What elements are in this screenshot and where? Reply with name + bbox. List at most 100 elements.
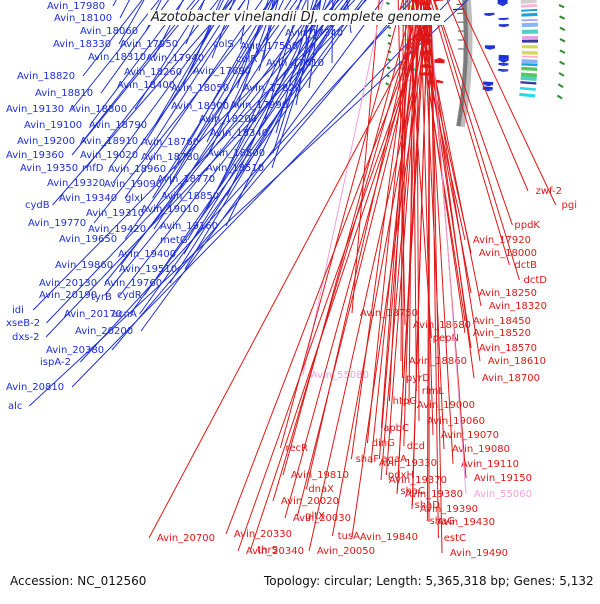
forward-gene-label: Avin_19770 — [28, 218, 86, 229]
forward-gene-label: rnfD — [82, 163, 104, 174]
forward-gene — [485, 45, 495, 48]
forward-gene-label: Avin_18800 — [69, 104, 127, 115]
reverse-gene-label: Avin_18520 — [473, 328, 531, 339]
reverse-gene-label: Avin_19380 — [405, 489, 463, 500]
reverse-gene-label: dctB — [514, 260, 537, 271]
reverse-gene-label: tusA — [338, 531, 360, 542]
map-title: Azotobacter vinelandii DJ, complete geno… — [148, 10, 444, 25]
cog-feature-block — [522, 56, 538, 58]
forward-gene-arrow — [498, 59, 510, 62]
cog-feature-block — [521, 13, 537, 17]
reverse-gene-label: Avin_18000 — [479, 248, 537, 259]
forward-gene-label: Avin_20380 — [46, 345, 104, 356]
forward-gene-label: Avin_19760 — [104, 278, 162, 289]
forward-gene — [499, 55, 509, 60]
gc-content-tick — [558, 84, 563, 87]
reverse-gene-label: Avin_18700 — [482, 373, 540, 384]
forward-gene-label: Avin_19310 — [86, 208, 144, 219]
forward-gene-label: Avin_19400 — [118, 249, 176, 260]
gc-skew-tick — [386, 3, 389, 4]
cog-feature-block — [522, 30, 538, 34]
forward-gene-label: metG — [160, 235, 188, 246]
reverse-gene-label: Avin_18250 — [479, 288, 537, 299]
forward-gene-label: alc — [8, 401, 22, 412]
reverse-gene-label: Avin_19490 — [450, 548, 508, 559]
cog-feature-block — [522, 19, 538, 21]
cog-feature-block — [522, 45, 538, 48]
forward-gene-label: Avin_18100 — [54, 13, 112, 24]
gc-content-tick — [560, 50, 565, 53]
cog-feature-block — [521, 4, 537, 8]
gc-content-tick — [560, 39, 565, 42]
reverse-gene-label: Avin_20030 — [293, 513, 351, 524]
forward-gene-label: Avin_19650 — [59, 234, 117, 245]
forward-gene-label: Avin_18330 — [53, 39, 111, 50]
forward-gene-label: Avin_19130 — [6, 104, 64, 115]
forward-gene-label: tyrB — [91, 292, 112, 303]
forward-gene-label: idi — [12, 305, 24, 316]
cog-feature-block — [522, 59, 538, 64]
forward-gene-label: Avin_19020 — [80, 150, 138, 161]
reverse-gene-label: Avin_19060 — [427, 416, 485, 427]
reverse-gene — [434, 60, 444, 64]
gc-content-tick — [559, 5, 564, 7]
reverse-gene-label: dnaX — [308, 484, 334, 495]
reverse-gene-label: shaF — [356, 454, 380, 465]
forward-gene-label: Avin_19340 — [59, 193, 117, 204]
cog-feature-block — [522, 36, 538, 39]
cog-feature-block — [521, 0, 537, 4]
gc-content-tick — [560, 62, 565, 65]
reverse-gene-label: Avin_55080 — [311, 370, 369, 381]
cog-feature-block — [519, 93, 535, 98]
cog-feature-block — [521, 67, 537, 71]
forward-gene-label: glxI — [125, 193, 143, 204]
reverse-gene-label: Avin_18570 — [479, 343, 537, 354]
reverse-gene-label: Avin_19430 — [437, 517, 495, 528]
reverse-gene-label: dctD — [524, 275, 548, 286]
gc-content-tick — [560, 16, 565, 18]
gc-skew-tick — [388, 27, 391, 28]
forward-gene-label: Avin_18820 — [17, 71, 75, 82]
forward-gene-label: dxs-2 — [12, 332, 39, 343]
forward-gene-label: Avin_19350 — [20, 163, 78, 174]
reverse-gene-label: Avin_18680 — [413, 320, 471, 331]
accession-text: Accession: NC_012560 — [8, 574, 148, 588]
reverse-gene-label: apbC — [383, 423, 409, 434]
reverse-gene-label: Avin_20700 — [157, 533, 215, 544]
reverse-gene-label: zwf-2 — [536, 186, 562, 197]
reverse-gene-label: Avin_19070 — [441, 430, 499, 441]
forward-gene-label: Avin_17950 — [120, 39, 178, 50]
reverse-gene-label: Avin_19810 — [291, 470, 349, 481]
forward-gene-label: Avin_19200 — [17, 136, 75, 147]
gc-skew-tick — [388, 59, 391, 61]
cog-feature-block — [521, 9, 537, 12]
reverse-gene-label: Avin_20050 — [317, 546, 375, 557]
forward-gene — [499, 24, 509, 26]
forward-gene-label: Avin_18060 — [80, 26, 138, 37]
gc-content-tick — [559, 73, 564, 76]
reverse-gene-label: Avin_20340 — [246, 546, 304, 557]
reverse-gene-label: Avin_18450 — [473, 316, 531, 327]
reverse-gene-label: Avin_18610 — [488, 356, 546, 367]
reverse-gene-label: Avin_18750 — [360, 308, 418, 319]
forward-gene-label: Avin_19100 — [24, 120, 82, 131]
genome-summary-text: Topology: circular; Length: 5,365,318 bp… — [262, 574, 596, 588]
reverse-gene-label: estC — [444, 533, 466, 544]
reverse-label-leader — [306, 0, 426, 489]
gc-content-tick — [557, 96, 562, 99]
reverse-gene-label: pgi — [562, 200, 577, 211]
gc-skew-tick — [386, 83, 389, 85]
forward-gene-label: Avin_19010 — [141, 204, 199, 215]
forward-gene-arrow — [484, 48, 496, 50]
forward-gene-label: Avin_19320 — [47, 178, 105, 189]
forward-gene-label: Avin_20810 — [6, 382, 64, 393]
reverse-gene-label: Avin_19000 — [417, 400, 475, 411]
gc-content-tick — [560, 28, 565, 30]
forward-gene-label: xseB-2 — [6, 318, 40, 329]
forward-gene-label: Avin_19360 — [6, 150, 64, 161]
reverse-gene-label: Avin_18320 — [489, 301, 547, 312]
cog-feature-block — [522, 23, 538, 28]
reverse-gene-label: Avin_19080 — [452, 444, 510, 455]
